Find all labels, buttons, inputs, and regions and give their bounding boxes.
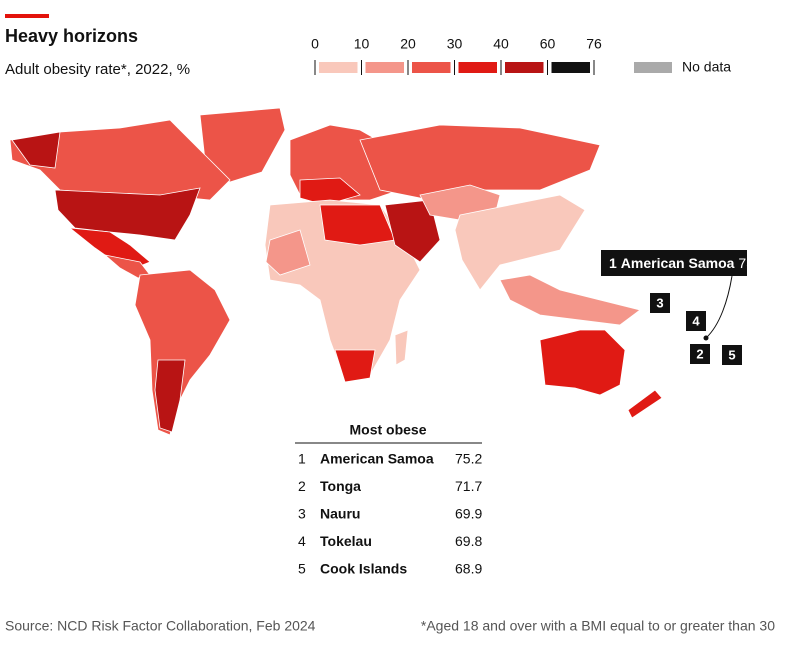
rank-marker-label: 5 [728, 347, 735, 362]
legend-swatch [365, 62, 404, 73]
title: Heavy horizons [5, 26, 138, 46]
country: American Samoa [320, 451, 434, 467]
rank-marker [690, 344, 710, 364]
world-map [9, 107, 663, 436]
value: 69.9 [455, 506, 482, 522]
value: 75.2 [455, 451, 482, 467]
legend-tick-label: 60 [540, 36, 556, 52]
rank-marker-label: 2 [696, 346, 703, 361]
legend-tick-label: 10 [354, 36, 370, 52]
callout-line [705, 275, 733, 339]
country: Tokelau [320, 533, 372, 549]
rank: 2 [298, 478, 306, 494]
value: 69.8 [455, 533, 482, 549]
source: Source: NCD Risk Factor Collaboration, F… [5, 618, 316, 634]
rank-marker-label: 4 [692, 313, 700, 328]
rank-marker [722, 345, 742, 365]
country: Nauru [320, 506, 360, 522]
no-data-swatch [634, 62, 672, 73]
callout-part: American Samoa [621, 255, 735, 271]
legend-tick-label: 20 [400, 36, 416, 52]
legend-swatch [551, 62, 590, 73]
rank: 5 [298, 561, 306, 577]
rank: 1 [298, 451, 306, 467]
accent-bar [5, 14, 49, 18]
legend-swatch [412, 62, 451, 73]
subtitle: Adult obesity rate*, 2022, % [5, 61, 190, 78]
rank-marker [650, 293, 670, 313]
rank-marker-label: 3 [656, 295, 663, 310]
table-title: Most obese [349, 422, 426, 438]
legend-tick-label: 76 [586, 36, 602, 52]
legend: 0 10 20 30 40 60 76 No data [311, 36, 731, 75]
rank: 3 [298, 506, 306, 522]
legend-tick-label: 40 [493, 36, 509, 52]
legend-tick-label: 30 [447, 36, 463, 52]
callout-box [601, 250, 747, 276]
callout-part: 75.2 [738, 255, 765, 271]
no-data-label: No data [682, 59, 731, 75]
table: Most obese 1 American Samoa 75.2 2 Tonga 71.7… [295, 422, 482, 577]
callouts: 1 American Samoa 75.2 2 3 4 5 [601, 250, 766, 365]
callout-part: 1 [609, 255, 617, 271]
value: 68.9 [455, 561, 482, 577]
callout-label: 1 American Samoa 75.2 [609, 255, 766, 271]
callout-dot [703, 335, 709, 341]
rank: 4 [298, 533, 306, 549]
legend-swatch [505, 62, 544, 73]
country: Tonga [320, 478, 361, 494]
footnote: *Aged 18 and over with a BMI equal to or… [421, 618, 775, 634]
legend-tick-label: 0 [311, 36, 319, 52]
legend-swatch [458, 62, 497, 73]
rank-marker [686, 311, 706, 331]
legend-swatch [319, 62, 358, 73]
country: Cook Islands [320, 561, 407, 577]
value: 71.7 [455, 478, 482, 494]
